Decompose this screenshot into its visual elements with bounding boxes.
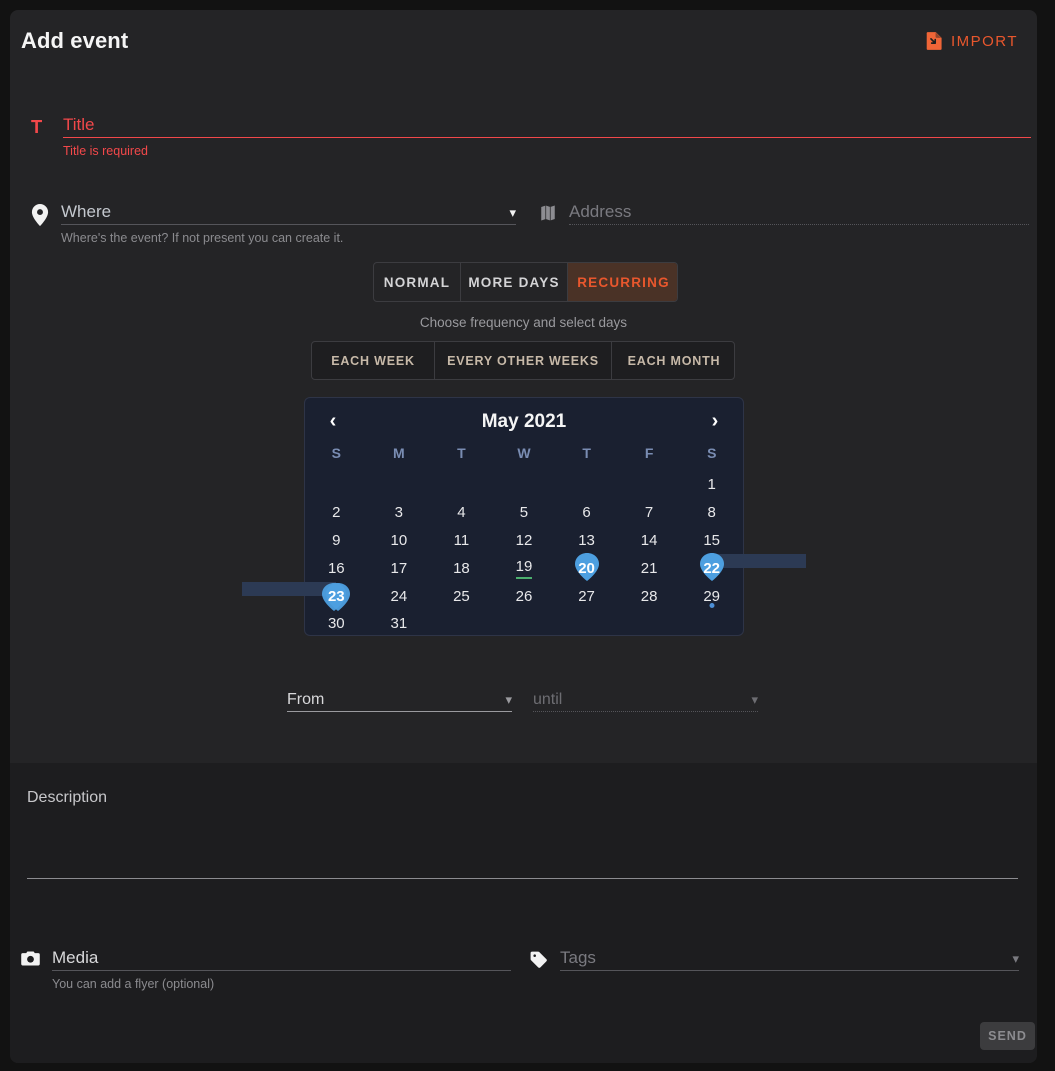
svg-text:T: T	[31, 117, 42, 137]
